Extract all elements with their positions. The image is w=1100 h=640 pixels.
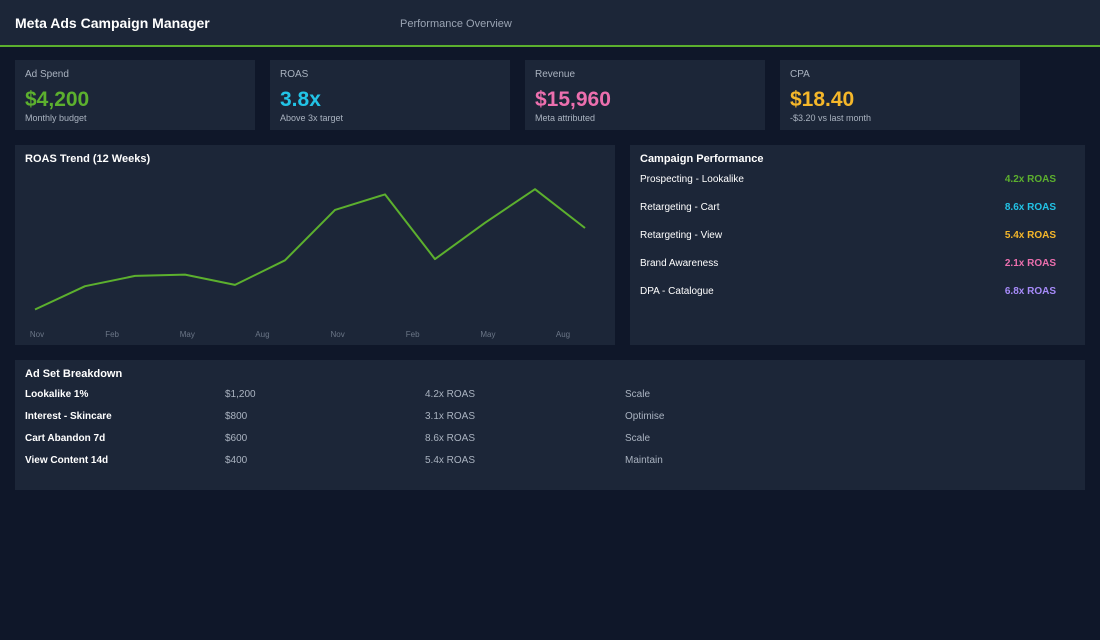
adset-action: Scale: [625, 389, 651, 400]
campaign-roas: 4.2x ROAS: [1004, 174, 1056, 185]
adset-roas: 8.6x ROAS: [425, 433, 476, 444]
campaign-name: Retargeting - View: [640, 230, 723, 241]
adset-name: Interest - Skincare: [25, 411, 112, 422]
roas-trend-line: [34, 188, 586, 311]
top-header-bar: Meta Ads Campaign Manager Performance Ov…: [0, 0, 1100, 47]
kpi-card-ad-spend: Ad Spend $4,200 Monthly budget: [15, 60, 255, 130]
ad-set-breakdown-panel: Ad Set Breakdown Lookalike 1% $1,200 4.2…: [15, 360, 1085, 490]
adset-action: Maintain: [625, 455, 663, 466]
campaign-roas: 8.6x ROAS: [1004, 202, 1056, 213]
adset-row[interactable]: View Content 14d $400 5.4x ROAS Maintain: [25, 455, 1065, 469]
kpi-value: $4,200: [25, 88, 90, 111]
kpi-subtext: Above 3x target: [280, 113, 344, 123]
campaign-row[interactable]: Retargeting - View 5.4x ROAS: [640, 230, 1056, 244]
adset-spend: $600: [225, 433, 248, 444]
x-tick-label: May: [480, 330, 495, 339]
x-tick-label: Feb: [105, 330, 119, 339]
campaign-row[interactable]: Retargeting - Cart 8.6x ROAS: [640, 202, 1056, 216]
x-tick-label: Nov: [30, 330, 44, 339]
page-subtitle: Performance Overview: [400, 18, 512, 30]
panel-title: Campaign Performance: [640, 153, 764, 165]
kpi-card-revenue: Revenue $15,960 Meta attributed: [525, 60, 765, 130]
campaign-roas: 6.8x ROAS: [1004, 286, 1056, 297]
campaign-name: Retargeting - Cart: [640, 202, 720, 213]
roas-trend-chart: Nov Feb May Aug Nov Feb May Aug: [30, 188, 586, 339]
adset-row[interactable]: Lookalike 1% $1,200 4.2x ROAS Scale: [25, 389, 1065, 403]
campaign-row[interactable]: DPA - Catalogue 6.8x ROAS: [640, 286, 1056, 300]
adset-name: Cart Abandon 7d: [25, 433, 106, 444]
kpi-label: Ad Spend: [25, 69, 69, 80]
adset-spend: $400: [225, 455, 248, 466]
adset-row[interactable]: Interest - Skincare $800 3.1x ROAS Optim…: [25, 411, 1065, 425]
kpi-card-cpa: CPA $18.40 -$3.20 vs last month: [780, 60, 1020, 130]
app-title: Meta Ads Campaign Manager: [15, 15, 210, 31]
kpi-label: CPA: [790, 69, 810, 80]
campaign-roas: 5.4x ROAS: [1004, 230, 1056, 241]
kpi-label: ROAS: [280, 69, 309, 80]
x-tick-label: Aug: [556, 330, 570, 339]
kpi-subtext: -$3.20 vs last month: [790, 113, 872, 123]
x-tick-label: May: [180, 330, 195, 339]
adset-roas: 4.2x ROAS: [425, 389, 476, 400]
x-tick-label: Nov: [330, 330, 344, 339]
adset-roas: 3.1x ROAS: [425, 411, 476, 422]
x-tick-label: Aug: [255, 330, 269, 339]
campaign-name: Brand Awareness: [640, 258, 719, 269]
adset-action: Optimise: [625, 411, 665, 422]
kpi-value: 3.8x: [280, 88, 321, 111]
kpi-value: $18.40: [790, 88, 855, 111]
campaign-name: Prospecting - Lookalike: [640, 174, 744, 185]
kpi-subtext: Monthly budget: [25, 113, 87, 123]
panel-title: ROAS Trend (12 Weeks): [25, 153, 151, 165]
x-tick-label: Feb: [406, 330, 420, 339]
adset-row[interactable]: Cart Abandon 7d $600 8.6x ROAS Scale: [25, 433, 1065, 447]
campaign-name: DPA - Catalogue: [640, 286, 714, 297]
adset-action: Scale: [625, 433, 651, 444]
campaign-row[interactable]: Prospecting - Lookalike 4.2x ROAS: [640, 174, 1056, 188]
adset-name: View Content 14d: [25, 455, 109, 466]
adset-roas: 5.4x ROAS: [425, 455, 476, 466]
campaign-performance-panel: Campaign Performance Prospecting - Looka…: [630, 145, 1085, 345]
campaign-roas: 2.1x ROAS: [1004, 258, 1056, 269]
roas-trend-panel: Nov Feb May Aug Nov Feb May Aug ROAS Trend (12 …: [15, 145, 615, 345]
kpi-label: Revenue: [535, 69, 576, 80]
kpi-card-roas: ROAS 3.8x Above 3x target: [270, 60, 510, 130]
campaign-row[interactable]: Brand Awareness 2.1x ROAS: [640, 258, 1056, 272]
adset-name: Lookalike 1%: [25, 389, 89, 400]
kpi-value: $15,960: [535, 88, 611, 111]
adset-spend: $800: [225, 411, 248, 422]
adset-spend: $1,200: [225, 389, 256, 400]
kpi-subtext: Meta attributed: [535, 113, 596, 123]
panel-title: Ad Set Breakdown: [25, 368, 123, 380]
